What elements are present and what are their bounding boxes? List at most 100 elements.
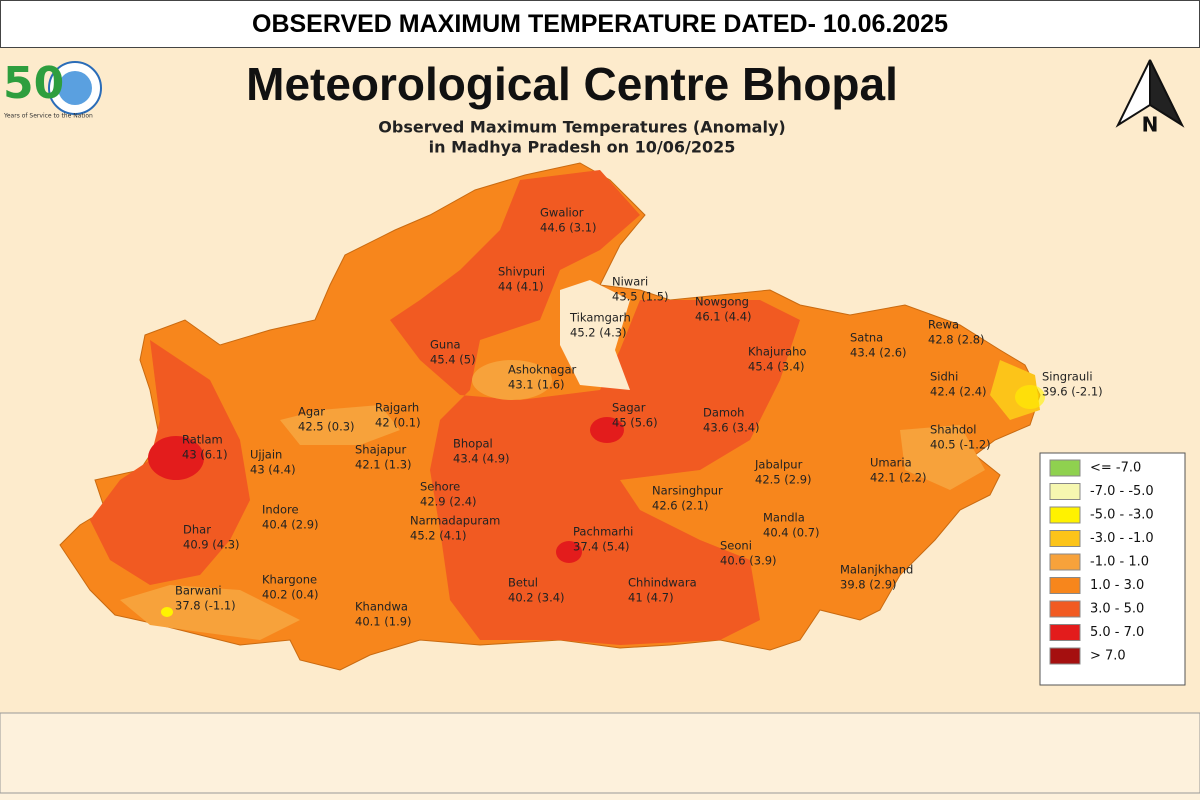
city-name: Khandwa [355,600,408,614]
city-reading: 43.1 (1.6) [508,378,565,392]
city-reading: 45.2 (4.1) [410,529,467,543]
main-title: Meteorological Centre Bhopal [246,58,898,110]
city-reading: 43.6 (3.4) [703,421,760,435]
legend-label: -1.0 - 1.0 [1090,555,1149,570]
logo-globe [58,71,92,105]
legend-label: 3.0 - 5.0 [1090,602,1144,617]
map-panel: 50 Years of Service to the Nation Meteor… [0,48,1200,794]
city-name: Shajapur [355,443,406,457]
city-reading: 42.9 (2.4) [420,495,477,509]
city-name: Nowgong [695,295,749,309]
city-reading: 43.4 (4.9) [453,452,510,466]
anomaly-zone [390,170,800,645]
anomaly-zone [148,436,204,480]
city-reading: 42.6 (2.1) [652,499,709,513]
legend-swatch [1049,647,1081,665]
city-reading: 40.2 (0.4) [262,588,319,602]
city-name: Sagar [612,401,646,415]
city-name: Khajuraho [748,345,806,359]
city-reading: 46.1 (4.4) [695,310,752,324]
city-name: Jabalpur [754,458,803,472]
city-name: Seoni [720,539,752,553]
logo-number: 50 [3,58,64,109]
city-name: Narmadapuram [410,514,500,528]
city-name: Sehore [420,480,460,494]
city-name: Narsinghpur [652,484,723,498]
city-reading: 42.8 (2.8) [928,333,985,347]
legend-swatch [1049,624,1081,641]
city-name: Shahdol [930,423,976,437]
city-reading: 45 (5.6) [612,416,658,430]
city-name: Tikamgarh [569,311,631,325]
city-reading: 40.6 (3.9) [720,554,777,568]
north-arrow [1149,59,1185,128]
legend-swatch [1049,577,1081,594]
city-name: Dhar [183,523,211,537]
city-reading: 45.4 (5) [430,353,476,367]
legend-swatch [1049,530,1081,547]
city-reading: 42.4 (2.4) [930,385,987,399]
city-reading: 40.1 (1.9) [355,615,412,629]
subtitle: Observed Maximum Temperatures (Anomaly) [378,118,785,137]
city-name: Ujjain [250,448,282,462]
legend-label: <= -7.0 [1090,461,1141,476]
anomaly-zone [590,417,624,443]
city-reading: 41 (4.7) [628,591,674,605]
city-name: Sidhi [930,370,958,384]
anomaly-zone [556,541,582,563]
city-reading: 42.1 (1.3) [355,458,412,472]
legend-swatch [1049,459,1081,477]
city-name: Khargone [262,573,317,587]
subtitle: in Madhya Pradesh on 10/06/2025 [429,138,736,157]
city-reading: 45.4 (3.4) [748,360,805,374]
legend-swatch [1049,600,1081,618]
city-reading: 37.4 (5.4) [573,540,630,554]
legend-label: 1.0 - 3.0 [1090,578,1144,593]
anomaly-zone [120,585,300,640]
city-name: Satna [850,331,883,345]
anomaly-zone [472,360,552,400]
city-name: Agar [298,405,325,419]
city-name: Ashoknagar [508,363,577,377]
anomaly-zone [280,405,400,445]
north-label: N [1142,113,1159,137]
anomaly-zone [900,425,985,490]
logo-caption: Years of Service to the Nation [3,113,93,120]
legend-swatch [1049,553,1081,571]
city-name: Pachmarhi [573,525,633,539]
city-name: Malanjkhand [840,563,913,577]
city-reading: 43.4 (2.6) [850,346,907,360]
city-reading: 44.6 (3.1) [540,221,597,235]
legend-swatch [1049,506,1081,524]
city-name: Barwani [175,584,222,598]
city-reading: 40.9 (4.3) [183,538,240,552]
city-reading: 42 (0.1) [375,416,421,430]
city-name: Shivpuri [498,265,545,279]
city-reading: 40.2 (3.4) [508,591,565,605]
legend-label: > 7.0 [1090,649,1126,664]
city-name: Rajgarh [375,401,419,415]
city-name: Ratlam [182,433,223,447]
city-reading: 39.8 (2.9) [840,578,897,592]
city-name: Betul [508,576,538,590]
anomaly-zone [1015,385,1045,409]
city-reading: 44 (4.1) [498,280,544,294]
city-name: Mandla [763,511,805,525]
city-name: Guna [430,338,461,352]
legend-label: -3.0 - -1.0 [1090,531,1154,546]
legend-label: 5.0 - 7.0 [1090,625,1144,640]
legend-label: -5.0 - -3.0 [1090,508,1154,523]
legend: <= -7.0 -7.0 - -5.0 -5.0 - -3.0 -3.0 - -1.0… [1049,459,1154,665]
city-reading: 40.4 (2.9) [262,518,319,532]
city-reading: 40.5 (-1.2) [930,438,991,452]
city-name: Niwari [612,275,648,289]
city-reading: 42.1 (2.2) [870,471,927,485]
city-name: Gwalior [540,206,584,220]
city-reading: 43 (6.1) [182,448,228,462]
city-name: Chhindwara [628,576,697,590]
city-name: Umaria [870,456,912,470]
excluded-area [560,280,630,390]
legend-swatch [1049,483,1081,500]
